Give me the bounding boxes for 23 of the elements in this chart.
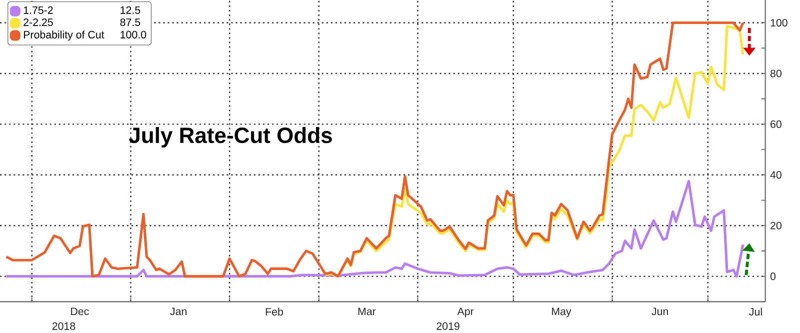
x-tick-label: May [552,308,572,318]
legend-label: 1.75-2 [24,6,53,14]
y-tick-label: 40 [770,171,782,179]
y-tick-label: 0 [770,272,776,280]
y-tick-label: 100 [770,18,788,27]
legend-label: 2-2.25 [24,18,53,26]
text: July Rate-Cut Odds [129,126,332,148]
x-tick-label: Feb [266,308,283,316]
x-tick-label: Jul [749,308,762,316]
x-tick-label: Jun [652,308,668,316]
x-tick-label: Apr [457,308,474,318]
x-tick-label: Mar [358,308,376,316]
annotation: 12.5 [120,6,140,14]
text: 2018 [52,322,76,330]
legend-label: Probability of Cut [24,30,104,41]
x-tick-label: Dec [71,308,89,316]
y-tick-label: 80 [770,70,782,78]
y-tick-label: 20 [770,222,782,230]
y-tick-label: 60 [770,120,782,128]
annotation: 100.0 [120,30,146,38]
annotation: 87.5 [120,18,140,26]
x-tick-label: Jan [170,308,186,316]
text: 2019 [436,322,460,330]
